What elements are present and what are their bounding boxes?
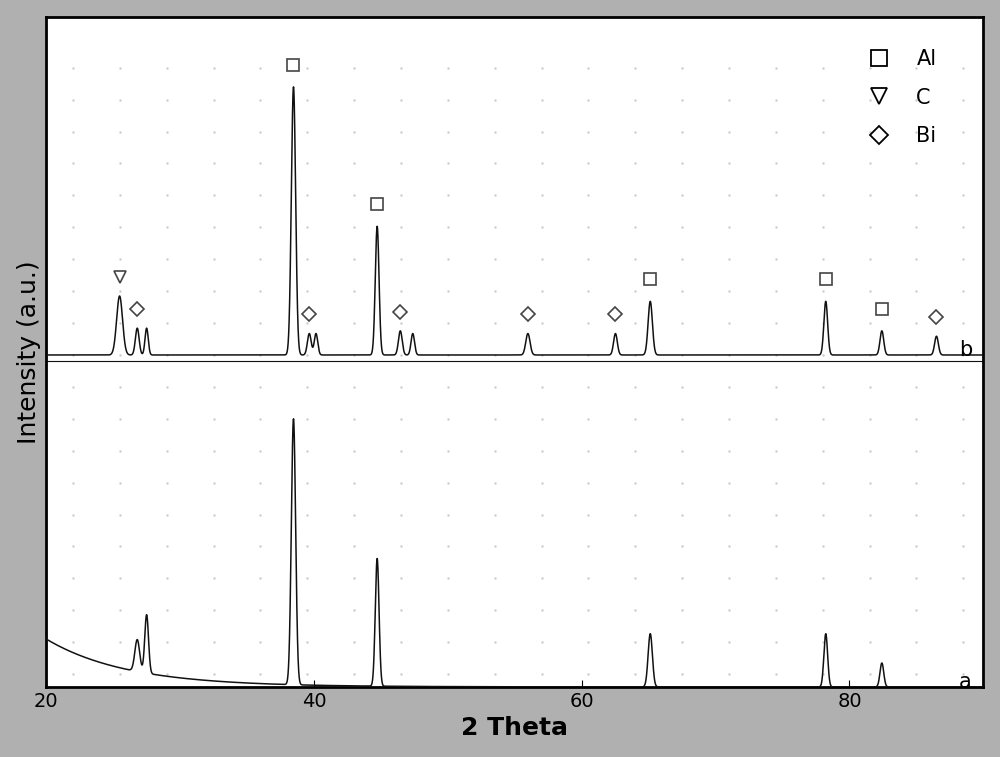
X-axis label: 2 Theta: 2 Theta xyxy=(461,716,568,740)
Y-axis label: Intensity (a.u.): Intensity (a.u.) xyxy=(17,260,41,444)
Text: b: b xyxy=(959,340,972,360)
Legend: Al, C, Bi: Al, C, Bi xyxy=(850,40,945,154)
Text: a: a xyxy=(959,671,972,692)
